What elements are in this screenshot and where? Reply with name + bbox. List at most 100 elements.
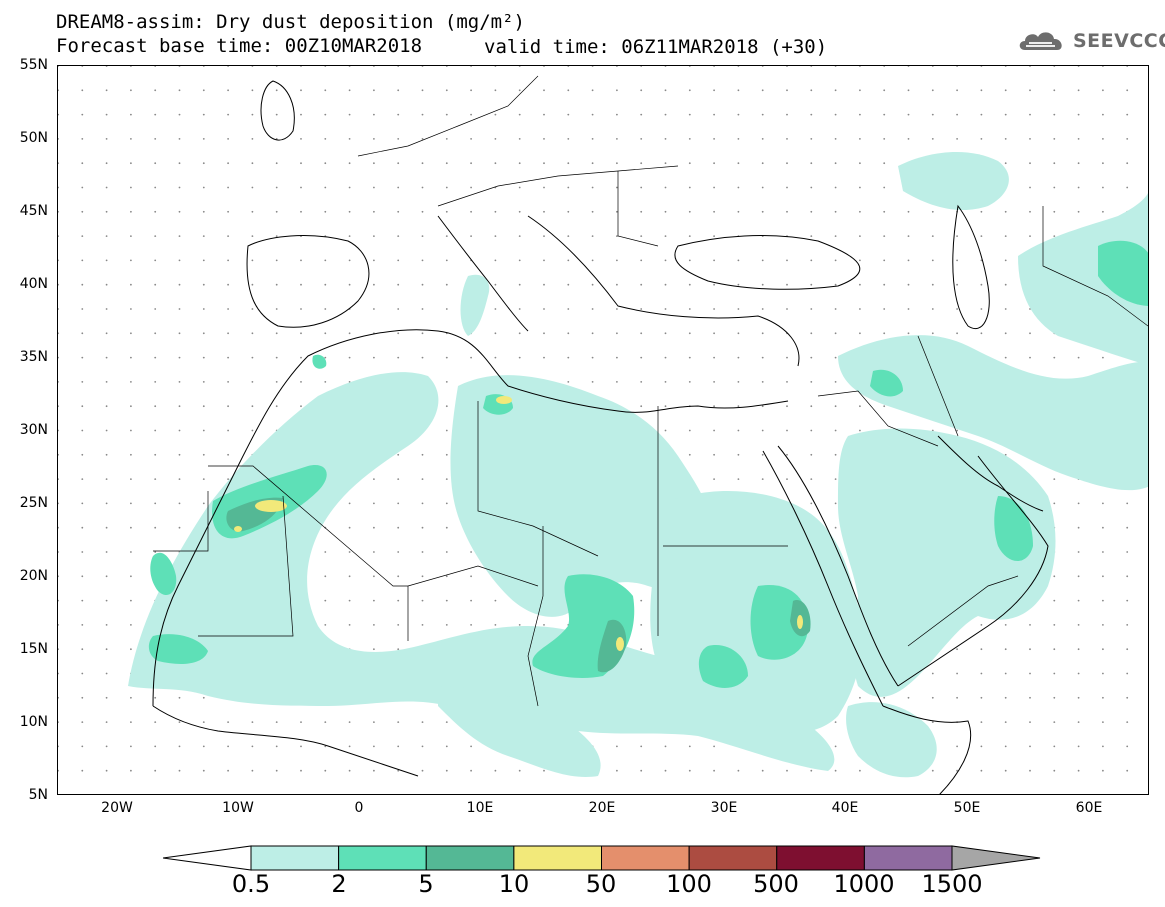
grid-dot bbox=[58, 89, 59, 92]
grid-dot bbox=[130, 66, 132, 67]
grid-dot bbox=[397, 502, 400, 505]
grid-dot bbox=[688, 138, 691, 140]
grid-dot bbox=[251, 308, 254, 310]
grid-dot bbox=[664, 429, 667, 432]
grid-dot bbox=[518, 162, 521, 165]
grid-dot bbox=[761, 66, 764, 67]
grid-dot bbox=[616, 381, 618, 383]
grid-dot bbox=[300, 89, 302, 92]
grid-dot bbox=[859, 210, 861, 213]
grid-dot bbox=[105, 356, 108, 359]
grid-dot bbox=[1029, 89, 1031, 92]
lon-label: 10E bbox=[466, 800, 494, 816]
map-frame bbox=[57, 65, 1149, 795]
grid-dot bbox=[494, 113, 497, 116]
grid-dot bbox=[494, 332, 497, 335]
grid-dot bbox=[202, 210, 205, 213]
grid-dot bbox=[640, 648, 643, 651]
lon-label: 0 bbox=[354, 800, 364, 816]
grid-dot bbox=[640, 599, 643, 602]
grid-dot bbox=[786, 356, 788, 359]
grid-dot bbox=[640, 138, 643, 140]
grid-dot bbox=[421, 745, 424, 748]
lon-label: 50E bbox=[953, 800, 981, 816]
lon-label: 10W bbox=[222, 800, 254, 816]
grid-dot bbox=[518, 210, 521, 213]
grid-dot bbox=[251, 259, 254, 262]
grid-dot bbox=[713, 332, 715, 335]
grid-dot bbox=[761, 259, 764, 262]
grid-dot bbox=[373, 308, 375, 310]
grid-dot bbox=[616, 66, 618, 67]
dust-peak-ethiopia bbox=[797, 615, 803, 629]
grid-dot bbox=[251, 405, 254, 408]
grid-dot bbox=[1004, 696, 1007, 699]
grid-dot bbox=[1102, 721, 1104, 723]
forecast-base-time: Forecast base time: 00Z10MAR2018 bbox=[56, 35, 423, 57]
grid-dot bbox=[859, 186, 861, 189]
grid-dot bbox=[227, 66, 229, 67]
grid-dot bbox=[154, 113, 157, 116]
grid-dot bbox=[713, 405, 715, 408]
grid-dot bbox=[227, 356, 230, 359]
grid-dot bbox=[470, 210, 472, 213]
grid-dot bbox=[470, 551, 472, 553]
grid-dot bbox=[470, 599, 472, 602]
grid-dot bbox=[810, 381, 813, 383]
grid-dot bbox=[737, 381, 740, 383]
grid-dot bbox=[931, 672, 934, 675]
grid-dot bbox=[688, 308, 691, 310]
grid-dot bbox=[810, 162, 813, 165]
grid-dot bbox=[810, 89, 813, 92]
lat-label: 10N bbox=[19, 714, 48, 730]
grid-dot bbox=[859, 794, 861, 795]
grid-dot bbox=[616, 332, 618, 335]
grid-dot bbox=[567, 259, 570, 262]
grid-dot bbox=[275, 381, 278, 383]
grid-dot bbox=[348, 721, 351, 723]
grid-dot bbox=[470, 624, 472, 626]
grid-dot bbox=[1004, 162, 1007, 165]
colorbar-under-triangle bbox=[163, 845, 252, 871]
grid-dot bbox=[421, 186, 424, 189]
grid-dot bbox=[883, 794, 885, 795]
grid-dot bbox=[1029, 696, 1031, 699]
grid-dot bbox=[640, 356, 643, 359]
coast-britain bbox=[260, 80, 295, 141]
grid-dot bbox=[592, 794, 594, 795]
dust-area-middle-east-north bbox=[838, 335, 1148, 491]
grid-dot bbox=[1077, 356, 1080, 359]
grid-dot bbox=[81, 381, 84, 383]
grid-dot bbox=[397, 575, 400, 578]
grid-dot bbox=[543, 356, 545, 359]
grid-dot bbox=[58, 453, 59, 456]
grid-dot bbox=[397, 186, 400, 189]
grid-dot bbox=[1077, 162, 1080, 165]
grid-dot bbox=[859, 405, 861, 408]
grid-dot bbox=[1004, 66, 1007, 67]
grid-dot bbox=[81, 429, 84, 432]
grid-dot bbox=[130, 429, 132, 432]
grid-dot bbox=[883, 113, 886, 116]
grid-dot bbox=[203, 794, 205, 795]
grid-dot bbox=[81, 502, 84, 505]
grid-dot bbox=[154, 210, 157, 213]
colorbar-label: 1500 bbox=[921, 870, 983, 898]
grid-dot bbox=[178, 405, 181, 408]
grid-dot bbox=[640, 259, 643, 262]
grid-dot bbox=[202, 478, 205, 480]
grid-dot bbox=[834, 721, 837, 723]
grid-dot bbox=[130, 259, 132, 262]
grid-dot bbox=[300, 210, 302, 213]
grid-dot bbox=[445, 453, 448, 456]
grid-dot bbox=[154, 283, 157, 286]
grid-dot bbox=[907, 113, 910, 116]
grid-dot bbox=[130, 696, 132, 699]
grid-dot bbox=[956, 429, 958, 432]
grid-dot bbox=[1029, 162, 1031, 165]
grid-dot bbox=[324, 794, 326, 795]
grid-dot bbox=[348, 66, 351, 67]
grid-dot bbox=[859, 696, 861, 699]
lon-label: 30E bbox=[710, 800, 738, 816]
grid-dot bbox=[58, 66, 59, 67]
